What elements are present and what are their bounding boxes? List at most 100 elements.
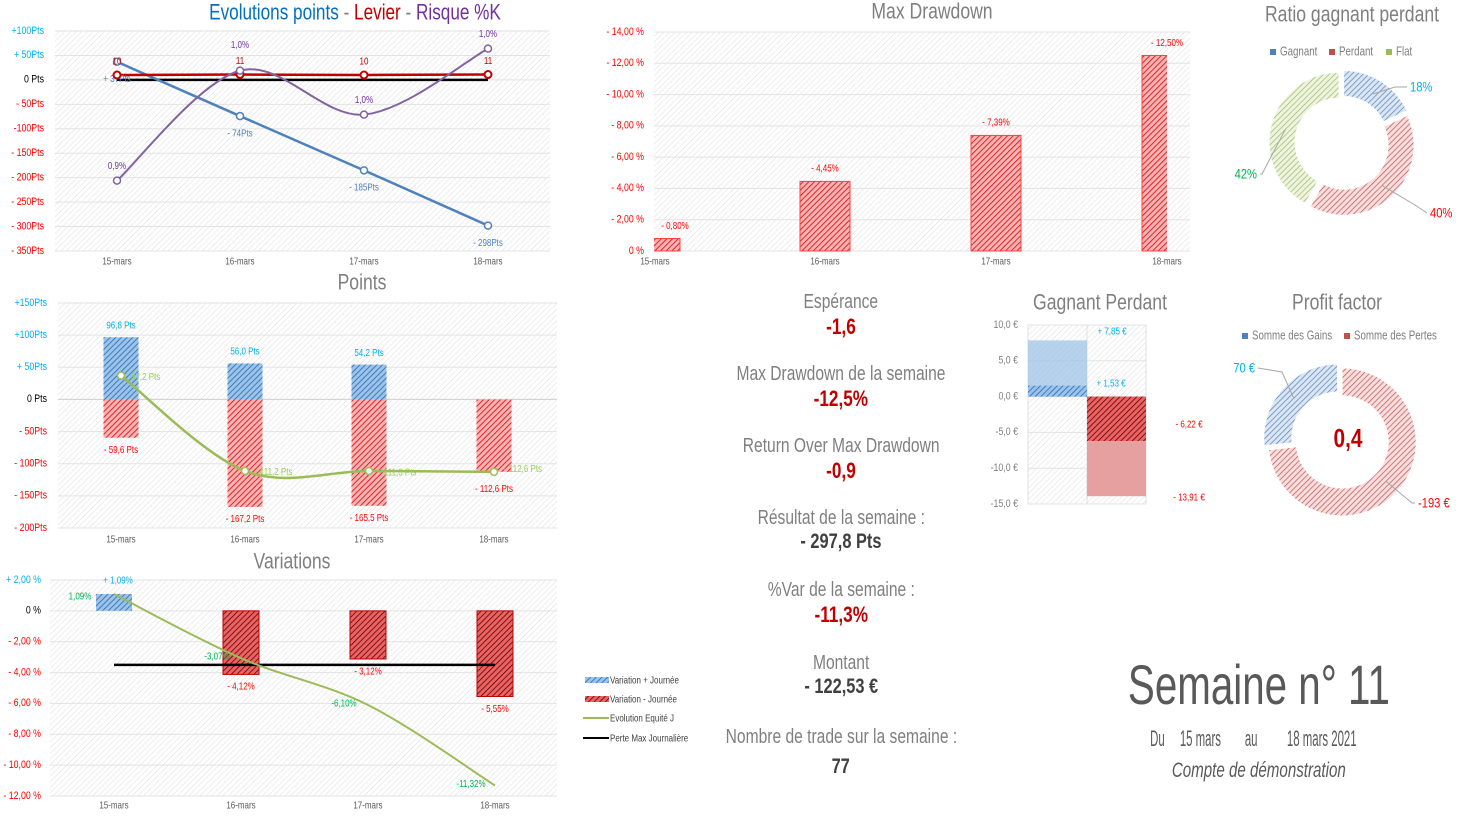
x-tick-label: 16-mars: [230, 533, 260, 544]
loss-bar: [476, 399, 512, 472]
equity-line: [113, 593, 496, 787]
gain-data-label: 54,2 Pts: [354, 347, 384, 358]
levier-data-label: 11: [236, 55, 244, 66]
legend-label: Perte Max Journalière: [610, 732, 688, 743]
net-data-label: 37,2 Pts: [131, 371, 161, 382]
stat-value: - 122,53 €: [804, 675, 878, 698]
points-data-label: - 74Pts: [227, 128, 253, 139]
variation-data-label: - 3,12%: [354, 665, 382, 676]
bars: [654, 54, 1167, 252]
stat-label: Espérance: [803, 291, 879, 313]
variation-negative-bar: [349, 610, 387, 660]
gain-data-label: + 1,53 €: [1096, 377, 1125, 388]
week-to: 18 mars 2021: [1287, 726, 1357, 751]
plot-area: [654, 32, 1190, 251]
legend-item: Variation - Journée: [585, 693, 677, 705]
y-tick-label: - 100Pts: [14, 458, 47, 470]
leader-line: [1260, 128, 1287, 175]
y-tick-label: - 10,00 %: [3, 759, 41, 771]
legend-swatch: [1329, 49, 1335, 55]
levier-marker: [483, 70, 493, 80]
drawdown-data-label: - 7,39%: [982, 117, 1010, 128]
legend-swatch: [585, 696, 609, 702]
gain-bar: [103, 337, 139, 400]
legend-item: Perte Max Journalière: [583, 732, 688, 744]
stat-label: Return Over Max Drawdown: [742, 435, 940, 457]
drawdown-bar: [799, 180, 851, 252]
y-tick-label: - 50Pts: [19, 425, 47, 437]
levier-data-label: 10: [360, 55, 369, 66]
x-tick-label: 18-mars: [480, 799, 510, 810]
stat-value: -1,6: [826, 314, 856, 339]
plot-area: [58, 303, 557, 528]
drawdown-data-label: - 0,80%: [661, 220, 689, 231]
title-part: Levier: [354, 1, 401, 26]
points-marker: [235, 111, 245, 121]
loss-bar-dark: [1087, 396, 1146, 442]
gain-data-label: 56,0 Pts: [230, 346, 260, 357]
gain-bar: [227, 363, 263, 400]
risque-marker: [483, 44, 493, 53]
gain-data-label: + 7,85 €: [1097, 325, 1126, 336]
y-tick-label: - 300Pts: [11, 220, 44, 232]
y-tick-label: 10,0 €: [994, 319, 1019, 331]
legend-swatch: [1386, 49, 1392, 55]
loss-data-label: - 165,5 Pts: [350, 512, 389, 523]
risque-data-label: 1,0%: [231, 39, 249, 50]
y-tick-label: + 2,00 %: [6, 574, 41, 586]
loss-bar: [103, 399, 139, 438]
x-tick-label: 17-mars: [349, 255, 379, 266]
points-marker: [112, 57, 122, 67]
slice-perdant: [1309, 114, 1415, 216]
drawdown-bar: [654, 237, 681, 252]
net-marker: [116, 371, 126, 380]
legend-item: Gagnant: [1270, 45, 1318, 59]
net-marker: [240, 466, 250, 476]
y-tick-label: - 150Pts: [11, 147, 44, 159]
loss-data-label: - 112,6 Pts: [475, 483, 513, 494]
y-tick-label: - 12,00 %: [3, 790, 41, 802]
stat-label: Montant: [812, 652, 870, 674]
x-tick-label: 18-mars: [1152, 255, 1182, 266]
x-tick-label: 17-mars: [353, 799, 383, 810]
title-part: Risque %K: [416, 1, 501, 26]
legend-item: Evolution Equité J: [583, 712, 674, 724]
week-from: 15 mars: [1180, 726, 1222, 751]
net-marker: [364, 466, 374, 476]
points-line: [116, 60, 489, 227]
variation-negative-bar: [476, 610, 514, 697]
stat-max-drawdown: Max Drawdown de la semaine -12,5%: [641, 363, 1041, 412]
y-tick-label: - 200Pts: [11, 172, 44, 184]
levier-marker: [112, 70, 122, 80]
title-part: -: [339, 1, 354, 26]
x-tick-label: 15-mars: [106, 533, 136, 544]
points-marker: [359, 166, 369, 175]
legend-swatch: [1242, 333, 1248, 339]
stat-montant: Montant - 122,53 €: [641, 652, 1041, 699]
legend-label: Perdant: [1339, 45, 1374, 59]
y-tick-label: - 2,00 %: [8, 636, 41, 648]
loss-data-label: - 167,2 Pts: [226, 513, 265, 524]
legend-label: Somme des Pertes: [1354, 329, 1437, 343]
legend-label: Flat: [1396, 45, 1413, 59]
stat-resultat: Résultat de la semaine : - 297,8 Pts: [641, 507, 1041, 554]
variation-data-label: - 5,55%: [481, 703, 509, 714]
levier-data-label: 10: [113, 55, 122, 66]
stat-return-over-drawdown: Return Over Max Drawdown -0,9: [641, 435, 1041, 484]
variation-data-label: + 1,09%: [103, 575, 133, 586]
stat-var: %Var de la semaine : -11,3%: [641, 579, 1041, 628]
x-tick-label: 15-mars: [99, 799, 129, 810]
stat-label: Nombre de trade sur la semaine :: [725, 726, 957, 748]
y-tick-label: - 12,00 %: [606, 57, 644, 69]
x-tick-label: 15-mars: [640, 255, 670, 266]
loss-data-label: - 13,91 €: [1173, 491, 1205, 502]
leader-line: [1381, 184, 1428, 214]
legend-item: Variation + Journée: [585, 674, 679, 686]
risque-marker: [112, 176, 122, 185]
x-tick-label: 18-mars: [479, 533, 509, 544]
y-tick-label: - 10,00 %: [606, 88, 644, 100]
slice-data-label: 70 €: [1233, 360, 1255, 375]
legend-swatch: [1344, 333, 1350, 339]
risque-marker: [235, 66, 245, 75]
risque-line: [116, 47, 489, 182]
